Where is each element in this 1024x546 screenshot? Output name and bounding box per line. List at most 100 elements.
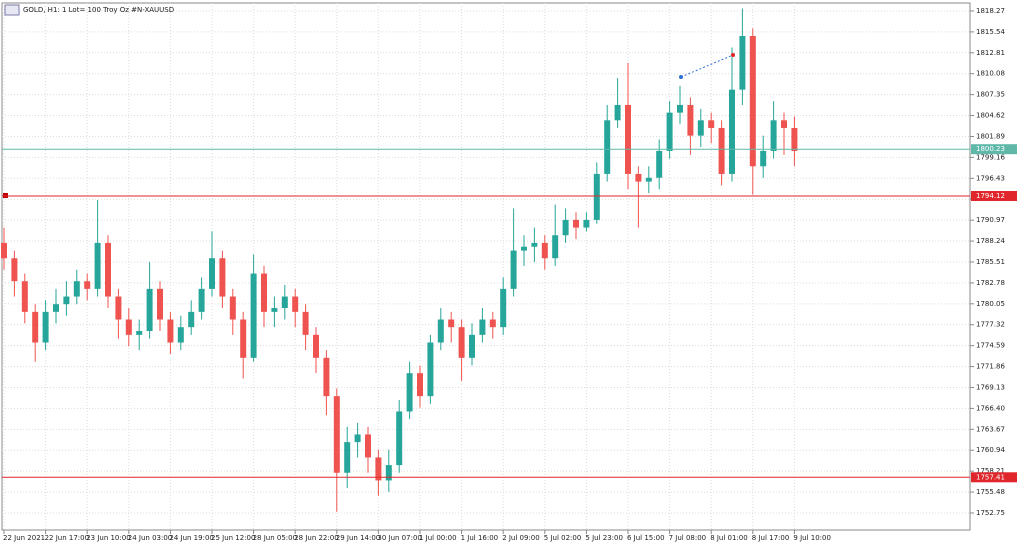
y-tick-label: 1777.32 <box>976 321 1005 329</box>
candle-body <box>188 311 195 328</box>
candle-body <box>375 457 382 481</box>
candle-body <box>84 281 91 289</box>
x-tick-label: 2 Jul 09:00 <box>502 534 540 542</box>
y-tick-label: 1766.40 <box>976 404 1005 412</box>
candle-body <box>479 319 486 335</box>
y-tick-label: 1774.59 <box>976 342 1005 350</box>
candle-body <box>510 250 517 289</box>
x-tick-label: 5 Jul 02:00 <box>544 534 582 542</box>
y-tick-label: 1788.24 <box>976 237 1005 245</box>
candle-body <box>323 357 330 397</box>
candle-body <box>229 296 236 320</box>
x-tick-label: 29 Jun 14:00 <box>336 534 380 542</box>
candle-body <box>521 246 527 251</box>
plot-frame <box>1 2 971 531</box>
candles <box>1 8 798 512</box>
candle-body <box>645 177 652 182</box>
level-anchor <box>3 193 8 198</box>
candle-body <box>781 120 787 128</box>
candle-body <box>63 296 70 305</box>
y-tick-label: 1812.81 <box>976 49 1005 57</box>
x-tick-label: 25 Jun 12:00 <box>211 534 255 542</box>
x-tick-label: 22 Jun 2021 <box>3 534 45 542</box>
y-tick-label: 1818.27 <box>976 7 1005 15</box>
candle-body <box>261 273 267 312</box>
candle-body <box>635 173 642 182</box>
x-tick-label: 6 Jul 15:00 <box>627 534 665 542</box>
trend-point <box>731 53 735 57</box>
candle-body <box>146 288 153 332</box>
candle-body <box>687 104 694 136</box>
y-tick-label: 1771.86 <box>976 363 1005 371</box>
candle-body <box>593 173 600 220</box>
candle-body <box>167 319 174 343</box>
candle-body <box>313 334 319 358</box>
candle-body <box>344 442 351 473</box>
price-level-tag <box>971 191 1017 202</box>
candle-body <box>666 112 673 151</box>
candle-body <box>240 319 247 358</box>
candle-body <box>614 104 621 121</box>
candle-body <box>73 281 80 297</box>
candle-body <box>489 319 496 328</box>
candle-body <box>53 304 59 312</box>
candle-body <box>354 434 361 443</box>
candle-body <box>760 150 767 167</box>
candle-body <box>105 242 111 297</box>
y-tick-label: 1796.43 <box>976 174 1005 182</box>
x-tick-label: 1 Jul 16:00 <box>461 534 499 542</box>
y-tick-label: 1760.94 <box>976 446 1005 454</box>
y-tick-label: 1755.48 <box>976 488 1005 496</box>
candle-body <box>396 411 403 466</box>
x-tick-label: 30 Jun 07:00 <box>377 534 421 542</box>
candle-body <box>250 273 257 358</box>
price-level-label: 1757.41 <box>976 473 1005 481</box>
candle-body <box>32 311 39 343</box>
candle-body <box>427 342 434 397</box>
y-tick-label: 1752.75 <box>976 509 1005 517</box>
candle-body <box>157 288 163 320</box>
candle-body <box>333 396 340 473</box>
x-tick-label: 8 Jul 01:00 <box>710 534 748 542</box>
y-tick-label: 1782.78 <box>976 279 1005 287</box>
y-tick-label: 1804.62 <box>976 112 1005 120</box>
x-tick-label: 28 Jun 05:00 <box>253 534 297 542</box>
candle-body <box>1 242 7 259</box>
x-tick-label: 28 Jun 22:00 <box>294 534 338 542</box>
y-tick-label: 1815.54 <box>976 28 1005 36</box>
candle-body <box>209 258 215 289</box>
trend-point <box>679 75 683 79</box>
y-tick-label: 1807.35 <box>976 91 1005 99</box>
candle-body <box>770 120 777 151</box>
candle-body <box>177 327 184 343</box>
x-tick-label: 8 Jul 17:00 <box>752 534 790 542</box>
candle-body <box>271 308 278 312</box>
y-tick-label: 1810.08 <box>976 70 1005 78</box>
y-tick-label: 1801.89 <box>976 132 1005 140</box>
candle-body <box>739 36 746 90</box>
candle-body <box>583 219 590 228</box>
candle-body <box>292 296 299 312</box>
candle-body <box>677 104 683 113</box>
x-tick-label: 7 Jul 08:00 <box>669 534 707 542</box>
candle-body <box>365 434 371 458</box>
y-tick-label: 1799.16 <box>976 153 1005 161</box>
candle-body <box>791 127 798 151</box>
x-tick-label: 1 Jul 00:00 <box>419 534 457 542</box>
candle-body <box>302 311 309 335</box>
chart-title: GOLD, H1: 1 Lot= 100 Troy Oz #N-XAUUSD <box>23 6 174 14</box>
x-tick-label: 9 Jul 10:00 <box>793 534 831 542</box>
x-tick-label: 22 Jun 17:00 <box>45 534 89 542</box>
price-level-label: 1794.12 <box>976 192 1005 200</box>
candle-body <box>573 219 579 228</box>
y-tick-label: 1790.97 <box>976 216 1005 224</box>
y-tick-label: 1758.21 <box>976 467 1005 475</box>
candle-body <box>406 373 413 412</box>
candle-body <box>42 311 49 343</box>
candle-body <box>94 242 101 289</box>
candle-body <box>469 334 475 358</box>
x-tick-label: 24 Jun 03:00 <box>128 534 172 542</box>
candle-body <box>697 120 704 136</box>
candle-body <box>11 258 18 282</box>
